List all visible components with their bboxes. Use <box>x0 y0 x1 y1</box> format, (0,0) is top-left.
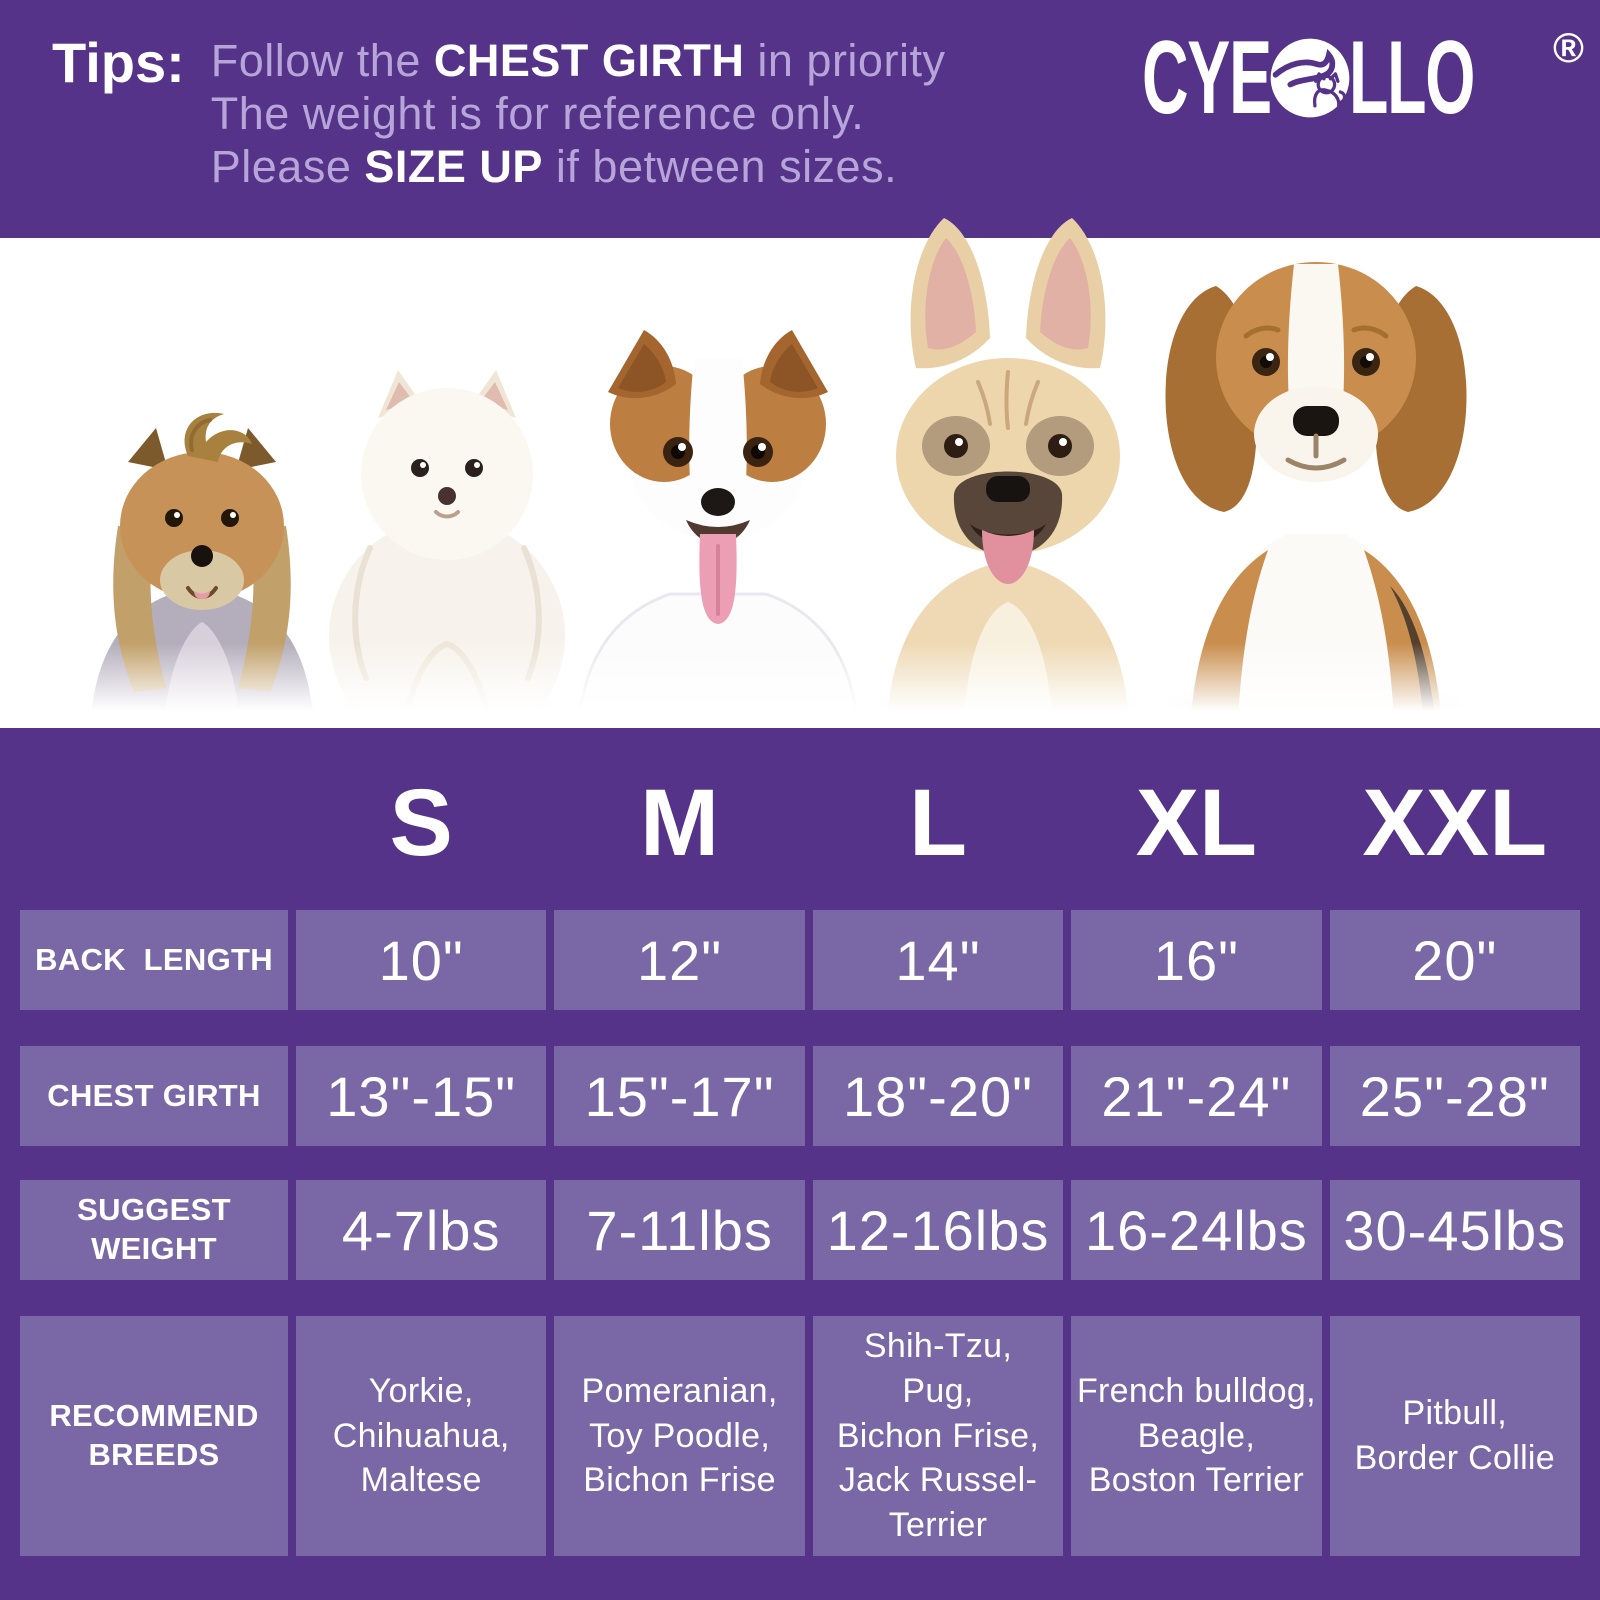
size-col-header-l: L <box>908 770 967 876</box>
brand-logo: CYE LLO ® <box>1063 20 1584 136</box>
back-length-row: BACK LENGTH 10" 12" 14" 16" 20" <box>0 910 1600 1010</box>
size-header-spacer <box>20 776 288 871</box>
recommend-breeds-m: Pomeranian, Toy Poodle, Bichon Frise <box>554 1316 805 1556</box>
brand-name-left: CYE <box>1142 20 1272 136</box>
back-length-xxl: 20" <box>1329 910 1580 1010</box>
size-col-header-s: S <box>389 770 453 876</box>
dog-cat-circle-icon <box>1270 38 1350 118</box>
row-label-recommend-breeds: RECOMMEND BREEDS <box>20 1316 288 1556</box>
tips-block: Tips: Follow the CHEST GIRTH in priority… <box>52 31 946 193</box>
suggest-weight-s: 4-7lbs <box>296 1180 547 1280</box>
chest-girth-m: 15"-17" <box>554 1046 805 1146</box>
tips-line3-emphasis: SIZE UP <box>364 141 543 193</box>
tips-line-3: Please SIZE UP if between sizes. <box>210 141 898 193</box>
chest-girth-xxl: 25"-28" <box>1329 1046 1580 1146</box>
tips-text: Follow the CHEST GIRTH in priority The w… <box>211 34 946 193</box>
size-header-row: S M L XL XXL <box>0 776 1600 871</box>
recommend-breeds-l: Shih-Tzu, Pug, Bichon Frise, Jack Russel… <box>812 1316 1064 1556</box>
chest-girth-row: CHEST GIRTH 13"-15" 15"-17" 18"-20" 21"-… <box>0 1046 1600 1146</box>
chest-girth-s: 13"-15" <box>296 1046 547 1146</box>
back-length-s: 10" <box>296 910 547 1010</box>
size-col-header-xl: XL <box>1135 770 1258 876</box>
tips-line1-emphasis: CHEST GIRTH <box>433 35 745 86</box>
row-label-chest-girth: CHEST GIRTH <box>20 1046 288 1146</box>
suggest-weight-l: 12-16lbs <box>812 1180 1064 1280</box>
registered-trademark: ® <box>1553 24 1584 71</box>
chest-girth-xl: 21"-24" <box>1071 1046 1322 1146</box>
back-length-m: 12" <box>554 910 805 1010</box>
dog-photo-band <box>0 218 1600 728</box>
suggest-weight-m: 7-11lbs <box>554 1180 805 1280</box>
back-length-l: 14" <box>812 910 1064 1010</box>
suggest-weight-xl: 16-24lbs <box>1071 1180 1322 1280</box>
tips-line-2: The weight is for reference only. <box>210 88 865 140</box>
suggest-weight-xxl: 30-45lbs <box>1329 1180 1580 1280</box>
back-length-xl: 16" <box>1071 910 1322 1010</box>
recommend-breeds-row: RECOMMEND BREEDS Yorkie, Chihuahua, Malt… <box>0 1316 1600 1556</box>
photo-fade-overlay <box>0 643 1600 728</box>
brand-name-right: LLO <box>1349 20 1475 136</box>
tips-line-1: Follow the CHEST GIRTH in priority <box>210 35 946 86</box>
size-chart-table: S M L XL XXL BACK LENGTH 10" 12" 14" 16"… <box>0 728 1600 1600</box>
recommend-breeds-s: Yorkie, Chihuahua, Maltese <box>296 1316 547 1556</box>
tips-label: Tips: <box>52 31 185 94</box>
row-label-suggest-weight: SUGGEST WEIGHT <box>20 1180 288 1280</box>
row-label-back-length: BACK LENGTH <box>20 910 288 1010</box>
recommend-breeds-xl: French bulldog, Beagle, Boston Terrier <box>1071 1316 1322 1556</box>
size-col-header-xxl: XXL <box>1362 770 1548 876</box>
size-col-header-m: M <box>640 770 720 876</box>
chest-girth-l: 18"-20" <box>812 1046 1064 1146</box>
recommend-breeds-xxl: Pitbull, Border Collie <box>1329 1316 1580 1556</box>
suggest-weight-row: SUGGEST WEIGHT 4-7lbs 7-11lbs 12-16lbs 1… <box>0 1180 1600 1280</box>
